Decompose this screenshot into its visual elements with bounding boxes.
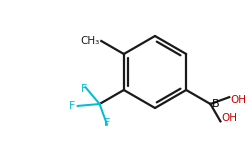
Text: F: F: [69, 101, 76, 111]
Text: OH: OH: [230, 95, 246, 105]
Text: B: B: [212, 99, 219, 109]
Text: F: F: [104, 118, 110, 128]
Text: CH₃: CH₃: [80, 36, 99, 46]
Text: OH: OH: [222, 113, 238, 123]
Text: F: F: [81, 84, 87, 94]
